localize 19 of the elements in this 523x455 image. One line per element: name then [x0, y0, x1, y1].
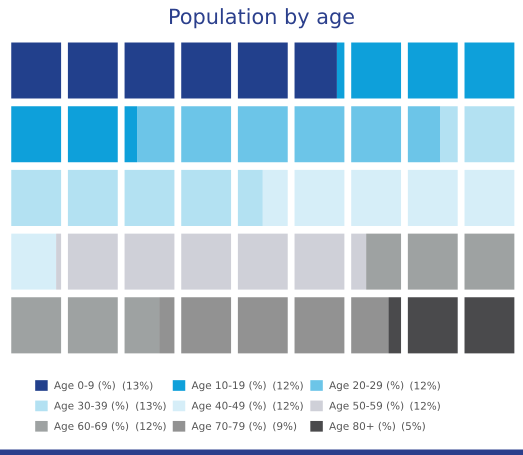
data-label: (13%): [136, 402, 166, 411]
data-label: (5%): [402, 422, 425, 432]
category-label: Age 70-79 (%): [192, 422, 266, 432]
category-label: Age 30-39 (%): [54, 402, 128, 412]
category-label: Age 10-19 (%): [192, 381, 266, 392]
data-label: (12%): [273, 402, 303, 411]
category-label: Age 50-59 (%): [329, 402, 404, 412]
category-label: Age 20-29 (%): [329, 381, 404, 392]
category-label: Age 0-9 (%): [54, 381, 115, 392]
data-label: (12%): [410, 381, 440, 391]
data-label: (12%): [273, 381, 303, 391]
data-label: (9%): [273, 422, 296, 432]
category-label: Age 40-49 (%): [192, 402, 266, 412]
text: Population by age: [170, 8, 354, 28]
category-label: Age 80+ (%): [329, 422, 395, 432]
data-label: (12%): [136, 422, 166, 432]
category-label: Age 60-69 (%): [54, 422, 128, 432]
data-label: (13%): [122, 381, 152, 391]
data-label: (12%): [410, 402, 440, 411]
